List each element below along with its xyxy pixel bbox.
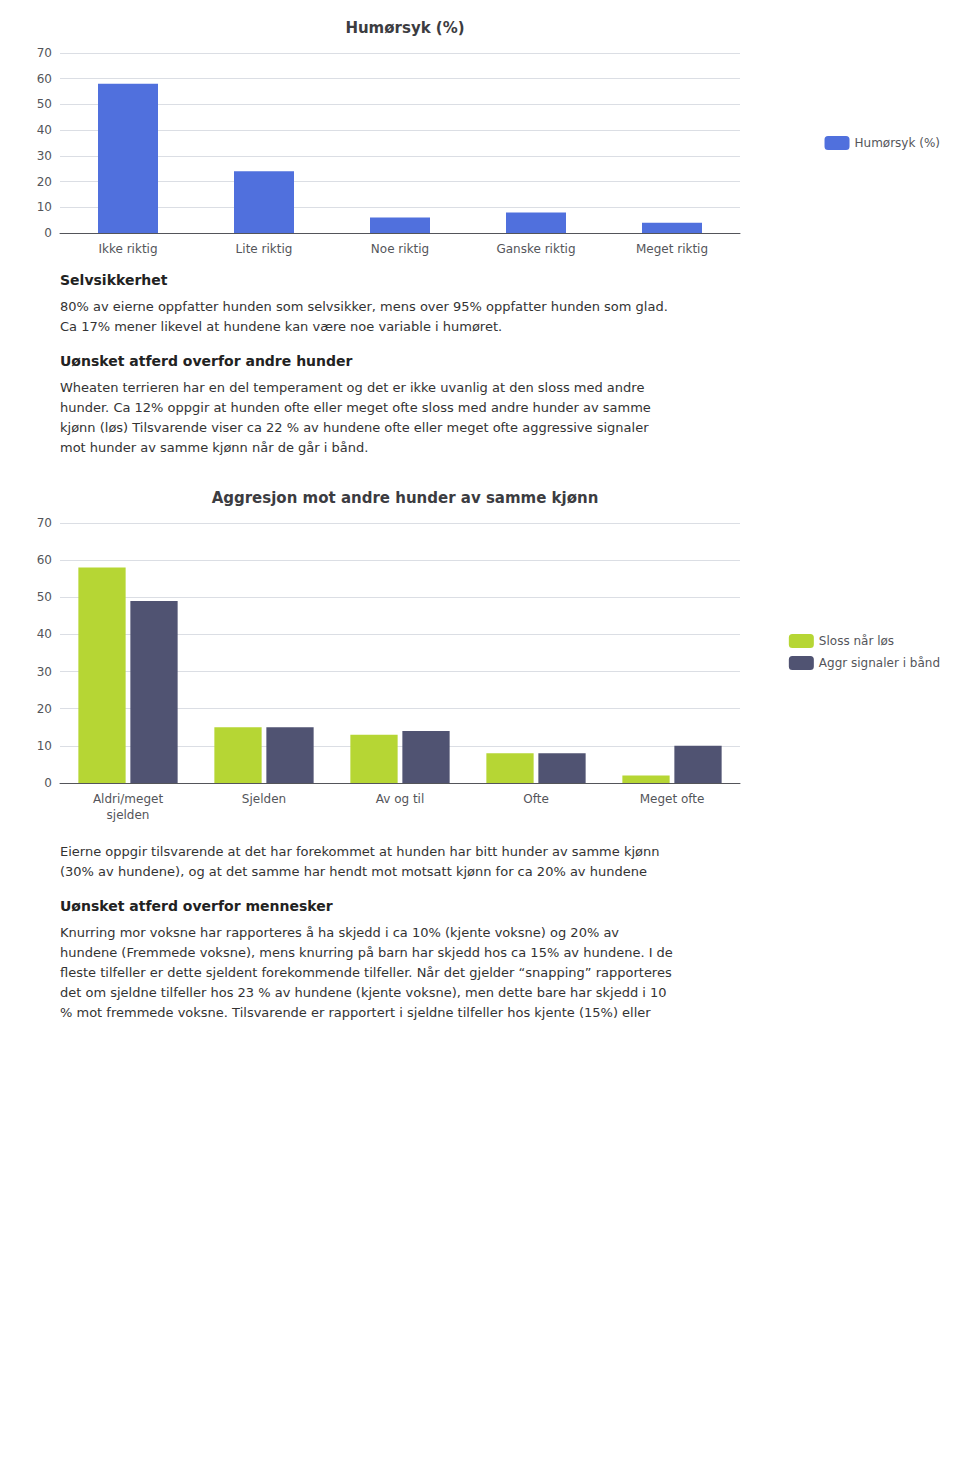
svg-text:70: 70 [37, 516, 52, 530]
svg-text:40: 40 [37, 627, 52, 641]
svg-text:30: 30 [37, 665, 52, 679]
svg-text:40: 40 [37, 123, 52, 137]
svg-text:Ikke riktig: Ikke riktig [98, 242, 157, 256]
svg-text:hunder. Ca 12% oppgir at hunde: hunder. Ca 12% oppgir at hunden ofte ell… [60, 400, 651, 415]
svg-text:70: 70 [37, 46, 52, 60]
svg-text:Aggresjon mot andre hunder av: Aggresjon mot andre hunder av samme kjøn… [212, 489, 599, 507]
svg-text:Sloss når løs: Sloss når løs [819, 634, 894, 648]
svg-text:Wheaten terrieren har en del t: Wheaten terrieren har en del temperament… [60, 380, 644, 395]
svg-text:Knurring mor voksne har rappor: Knurring mor voksne har rapporteres å ha… [60, 925, 619, 940]
svg-text:Eierne oppgir tilsvarende at d: Eierne oppgir tilsvarende at det har for… [60, 844, 659, 859]
svg-text:Ofte: Ofte [523, 792, 549, 806]
svg-text:Selvsikkerhet: Selvsikkerhet [60, 272, 168, 288]
svg-text:60: 60 [37, 553, 52, 567]
svg-text:Aldri/meget: Aldri/meget [93, 792, 164, 806]
svg-text:Noe riktig: Noe riktig [371, 242, 429, 256]
svg-text:10: 10 [37, 200, 52, 214]
svg-text:Aggr signaler i bånd: Aggr signaler i bånd [819, 656, 940, 670]
svg-text:Meget riktig: Meget riktig [636, 242, 708, 256]
svg-text:Meget ofte: Meget ofte [640, 792, 705, 806]
svg-text:Lite riktig: Lite riktig [236, 242, 293, 256]
svg-text:Humørsyk (%): Humørsyk (%) [345, 19, 464, 37]
svg-text:kjønn (løs) Tilsvarende viser: kjønn (løs) Tilsvarende viser ca 22 % av… [60, 420, 649, 435]
svg-text:Av og til: Av og til [376, 792, 425, 806]
svg-text:0: 0 [44, 226, 52, 240]
svg-text:sjelden: sjelden [107, 808, 150, 822]
svg-text:Ca 17% mener likevel at hunden: Ca 17% mener likevel at hundene kan være… [60, 319, 502, 334]
svg-text:fleste tilfeller er dette sjel: fleste tilfeller er dette sjeldent forek… [60, 965, 672, 980]
svg-text:hundene (Fremmede voksne), men: hundene (Fremmede voksne), mens knurring… [60, 945, 673, 960]
svg-text:50: 50 [37, 590, 52, 604]
svg-text:det om sjeldne tilfeller hos 2: det om sjeldne tilfeller hos 23 % av hun… [60, 985, 667, 1000]
svg-text:0: 0 [44, 776, 52, 790]
svg-text:mot hunder av samme kjønn når: mot hunder av samme kjønn når de går i b… [60, 440, 368, 455]
svg-text:80% av eierne oppfatter hunden: 80% av eierne oppfatter hunden som selvs… [60, 299, 668, 314]
svg-text:Ganske riktig: Ganske riktig [496, 242, 575, 256]
svg-text:30: 30 [37, 149, 52, 163]
svg-text:20: 20 [37, 175, 52, 189]
svg-text:Sjelden: Sjelden [242, 792, 286, 806]
svg-text:% mot fremmede voksne. Tilsvar: % mot fremmede voksne. Tilsvarende er ra… [60, 1005, 651, 1020]
svg-text:(30% av hundene), og at det sa: (30% av hundene), og at det samme har he… [60, 864, 647, 879]
svg-text:Uønsket atferd overfor andre h: Uønsket atferd overfor andre hunder [60, 353, 353, 369]
svg-text:Humørsyk (%): Humørsyk (%) [855, 136, 940, 150]
svg-text:50: 50 [37, 97, 52, 111]
svg-text:60: 60 [37, 72, 52, 86]
svg-text:20: 20 [37, 702, 52, 716]
svg-text:10: 10 [37, 739, 52, 753]
svg-text:Uønsket atferd overfor mennesk: Uønsket atferd overfor mennesker [60, 898, 333, 914]
